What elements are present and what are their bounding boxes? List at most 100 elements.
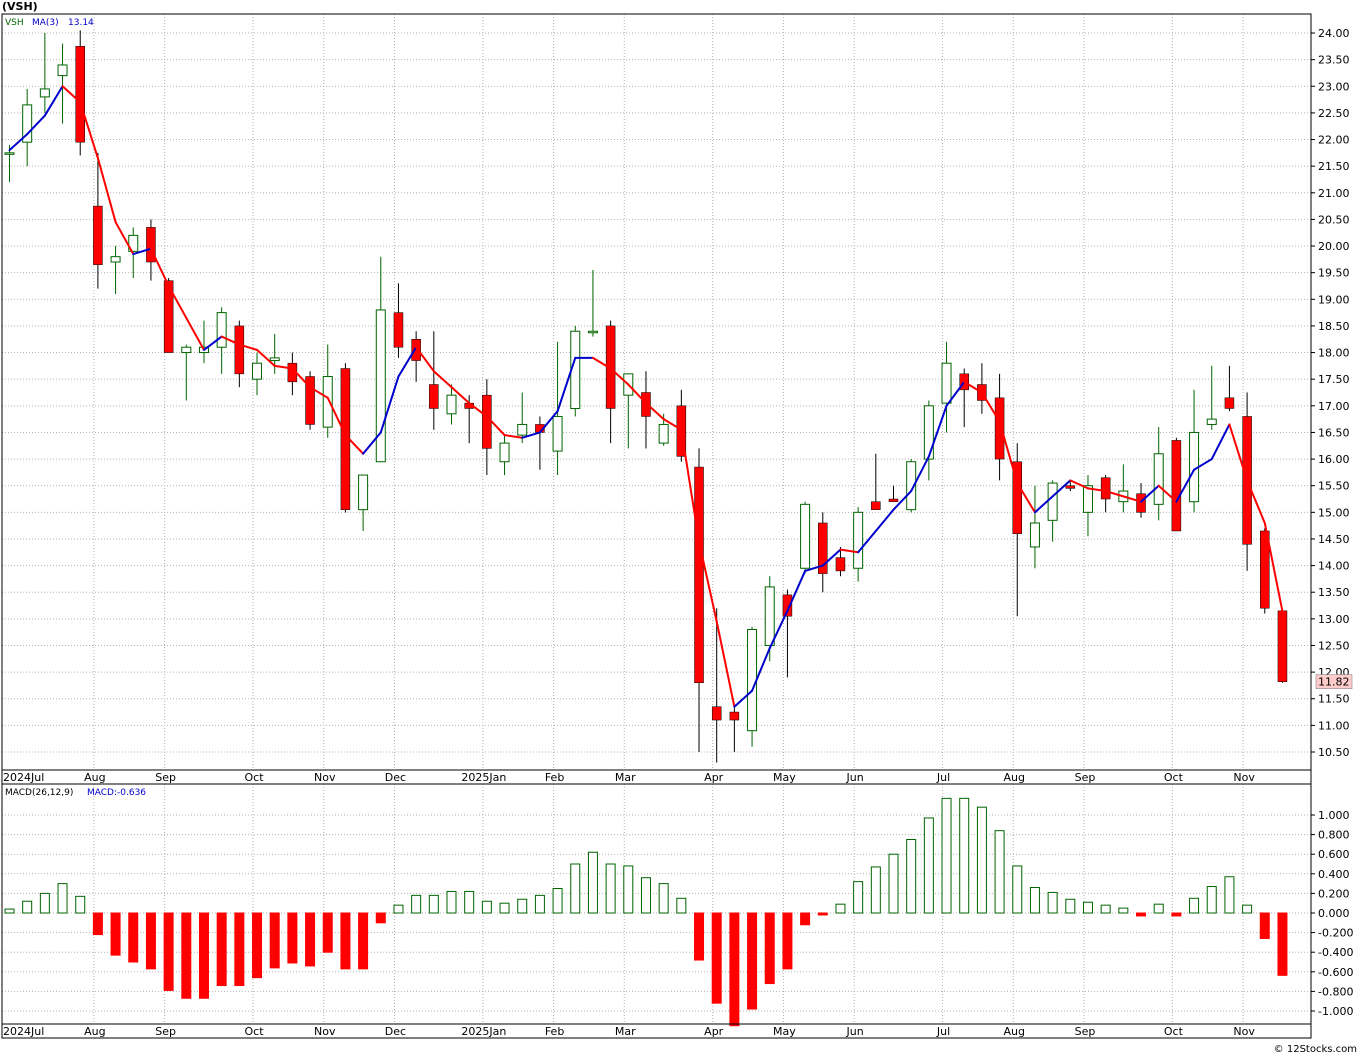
macd-bar-negative [375, 912, 386, 924]
ma-segment [768, 609, 789, 650]
candle [252, 352, 263, 396]
macd-bar-positive [39, 892, 50, 914]
price-x-tick-label: Dec [385, 771, 406, 784]
candle-body-up [1153, 453, 1164, 505]
price-y-tick-label: 19.00 [1318, 293, 1350, 306]
price-y-tick-label: 14.00 [1318, 560, 1350, 573]
ma-segment [326, 396, 347, 437]
candle [358, 474, 369, 531]
price-y-tick-label: 18.00 [1318, 347, 1350, 360]
macd-bar-positive [75, 895, 86, 914]
price-x-tick-label: Aug [84, 771, 105, 784]
candle-body-down [605, 325, 616, 409]
ma-segment [43, 85, 64, 117]
candle-body-up [853, 511, 864, 569]
ma-segment [256, 348, 276, 367]
candle [393, 283, 404, 358]
candle-body-down [393, 312, 404, 348]
candle [853, 507, 864, 582]
macd-y-axis: 1.000 0.800 0.600 0.400 0.200 0.000 -0.200 -0.4… [1311, 809, 1353, 1018]
last-price-tag: 11.82 [1315, 674, 1353, 689]
macd-bar-positive [1100, 904, 1111, 914]
watermark: © 12Stocks.com [1274, 1044, 1357, 1055]
macd-bar-positive [481, 900, 492, 914]
macd-y-tick-label: -1.000 [1318, 1005, 1353, 1018]
macd-bar-positive [976, 806, 987, 914]
candle-body-down [1224, 397, 1235, 409]
price-x-tick-label: Jul [936, 771, 950, 784]
candle-body-up [764, 586, 775, 646]
candle-body-down [782, 594, 793, 617]
macd-y-tick-label: 0.400 [1318, 868, 1350, 881]
ma-segment [362, 431, 382, 455]
macd-y-tick-label: 0.600 [1318, 848, 1350, 861]
candle-body-up [587, 330, 598, 334]
macd-bar-negative [145, 912, 156, 970]
macd-y-tick-label: 1.000 [1318, 809, 1350, 822]
candle-body-down [1012, 461, 1023, 534]
macd-bar-positive [1206, 886, 1217, 914]
price-y-tick-label: 16.50 [1318, 426, 1350, 439]
macd-bar-positive [1242, 904, 1253, 914]
macd-x-tick-label: Jul [936, 1025, 950, 1038]
candle-body-down [1136, 493, 1146, 513]
candle [941, 341, 952, 433]
price-x-tick-label: Nov [314, 771, 336, 784]
candle [1224, 365, 1235, 412]
candle [694, 448, 704, 752]
price-y-tick-label: 11.50 [1318, 693, 1350, 706]
ma-segment [167, 284, 188, 319]
candle-body-up [269, 357, 280, 362]
candle [305, 371, 315, 430]
candle-body-up [57, 64, 68, 77]
ma-segment [627, 383, 647, 405]
legend-symbol: VSH [5, 18, 24, 28]
ma-segment [715, 620, 736, 708]
ma-segment [892, 490, 913, 511]
candle [517, 392, 528, 444]
macd-x-tick-label: Oct [1164, 1025, 1184, 1038]
macd-x-tick-label: 2025Jan [461, 1025, 506, 1038]
candle-body-down [75, 46, 85, 143]
candle-body-up [110, 256, 121, 263]
ma-segment [26, 114, 46, 136]
macd-bar-negative [128, 912, 139, 963]
macd-bar-positive [959, 797, 970, 914]
macd-bar-negative [1171, 912, 1182, 917]
candle-body-down [93, 205, 103, 265]
macd-bar-negative [800, 912, 811, 926]
macd-bar-negative [287, 912, 298, 964]
macd-bar-positive [1189, 897, 1200, 914]
macd-bar-positive [428, 894, 439, 914]
macd-bar-positive [22, 900, 33, 914]
candle [75, 30, 85, 156]
candle-body-up [941, 362, 952, 404]
candle [1065, 480, 1076, 492]
candle [163, 277, 174, 353]
macd-x-tick-label: Apr [704, 1025, 724, 1038]
candle [93, 152, 103, 289]
candle [1153, 427, 1164, 521]
candle-body-up [1206, 418, 1217, 425]
macd-bar-negative [163, 912, 174, 991]
ma-segment [874, 508, 895, 532]
price-y-tick-label: 15.00 [1318, 506, 1350, 519]
ma-segment [202, 335, 223, 351]
macd-bar-negative [198, 912, 209, 999]
price-y-tick-label: 15.50 [1318, 480, 1350, 493]
ma-segment [910, 455, 930, 493]
ma-segment [839, 548, 860, 554]
price-x-tick-label: Sep [155, 771, 176, 784]
macd-bar-negative [234, 912, 245, 987]
macd-x-axis-strip [1, 1023, 1312, 1039]
candle [1082, 475, 1093, 537]
candle-body-up [747, 629, 758, 732]
candle-body-up [181, 346, 192, 354]
price-x-tick-label: Nov [1233, 771, 1255, 784]
candle [871, 453, 881, 510]
candle [1206, 365, 1217, 430]
ma-segment [1033, 495, 1054, 514]
macd-bar-positive [870, 866, 881, 914]
candle-body-up [499, 442, 510, 463]
macd-bar-positive [570, 863, 581, 914]
